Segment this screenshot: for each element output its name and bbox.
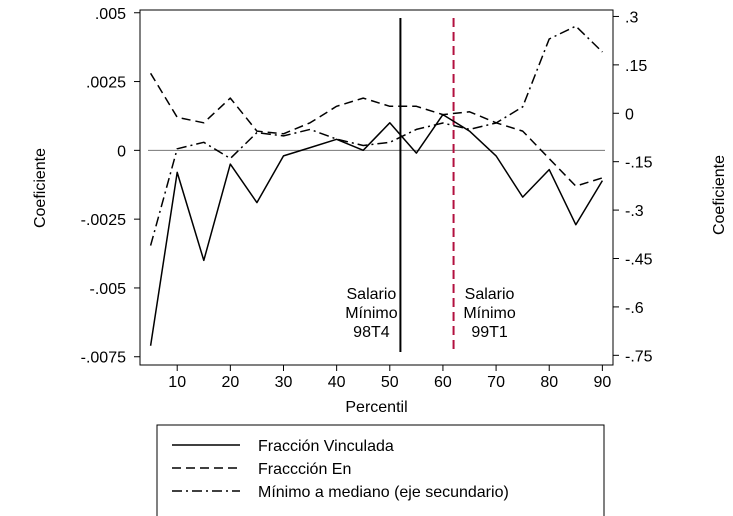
y-right-tick-label: -.3 bbox=[625, 203, 644, 220]
legend-label-2: Fraccción En bbox=[258, 461, 351, 478]
x-axis-label: Percentil bbox=[345, 399, 407, 416]
legend-box bbox=[156, 424, 605, 516]
series-line-3 bbox=[149, 25, 603, 246]
legend: Fracción Vinculada Fraccción En Mínimo a m… bbox=[156, 424, 605, 516]
y-left-tick-label: -.005 bbox=[90, 281, 127, 298]
plot-frame bbox=[139, 9, 614, 366]
y-left-tick-label: -.0075 bbox=[81, 350, 126, 367]
x-tick-label: 20 bbox=[221, 374, 239, 391]
y-right-axis-label: Coeficiente bbox=[711, 155, 728, 235]
y-left-tick-label: 0 bbox=[117, 143, 126, 160]
y-right-tick-label: -.15 bbox=[625, 155, 653, 172]
x-tick-label: 50 bbox=[381, 374, 399, 391]
vline-2-label-line-2: Mínimo bbox=[463, 305, 516, 322]
y-left-tick-label: .0025 bbox=[86, 75, 126, 92]
y-left-axis-label: Coeficiente bbox=[32, 148, 49, 228]
vline-2-label-line-1: Salario bbox=[465, 286, 515, 303]
x-tick-label: 30 bbox=[275, 374, 293, 391]
legend-label-1: Fracción Vinculada bbox=[258, 438, 394, 455]
plot-area bbox=[148, 18, 605, 352]
vline-1-label-line-1: Salario bbox=[347, 286, 397, 303]
vline-2-label-line-3: 99T1 bbox=[471, 324, 508, 341]
x-tick-label: 40 bbox=[328, 374, 346, 391]
series-line-2 bbox=[149, 72, 603, 187]
x-tick-label: 60 bbox=[434, 374, 452, 391]
axes: 10 20 30 40 50 60 70 80 90 Percentil .005 .0025 0 -.0… bbox=[32, 6, 728, 416]
y-left-tick-label: -.0025 bbox=[81, 212, 126, 229]
series-line-1 bbox=[149, 113, 604, 346]
y-right-tick-label: -.45 bbox=[625, 252, 653, 269]
y-right-tick-label: -.75 bbox=[625, 348, 653, 365]
vline-1-label-line-2: Mínimo bbox=[345, 305, 398, 322]
y-right-tick-label: 0 bbox=[625, 106, 634, 123]
x-tick-label: 90 bbox=[593, 374, 611, 391]
y-right-tick-label: -.6 bbox=[625, 300, 644, 317]
vline-1-label-line-3: 98T4 bbox=[353, 324, 390, 341]
y-right-tick-label: .15 bbox=[625, 58, 647, 75]
y-right-tick-label: .3 bbox=[625, 9, 638, 26]
annotations: Salario Mínimo 98T4 Salario Mínimo 99T1 bbox=[345, 286, 516, 341]
x-tick-label: 80 bbox=[540, 374, 558, 391]
legend-label-3: Mínimo a mediano (eje secundario) bbox=[258, 484, 509, 501]
x-tick-label: 70 bbox=[487, 374, 505, 391]
y-left-tick-label: .005 bbox=[95, 6, 126, 23]
x-tick-label: 10 bbox=[168, 374, 186, 391]
